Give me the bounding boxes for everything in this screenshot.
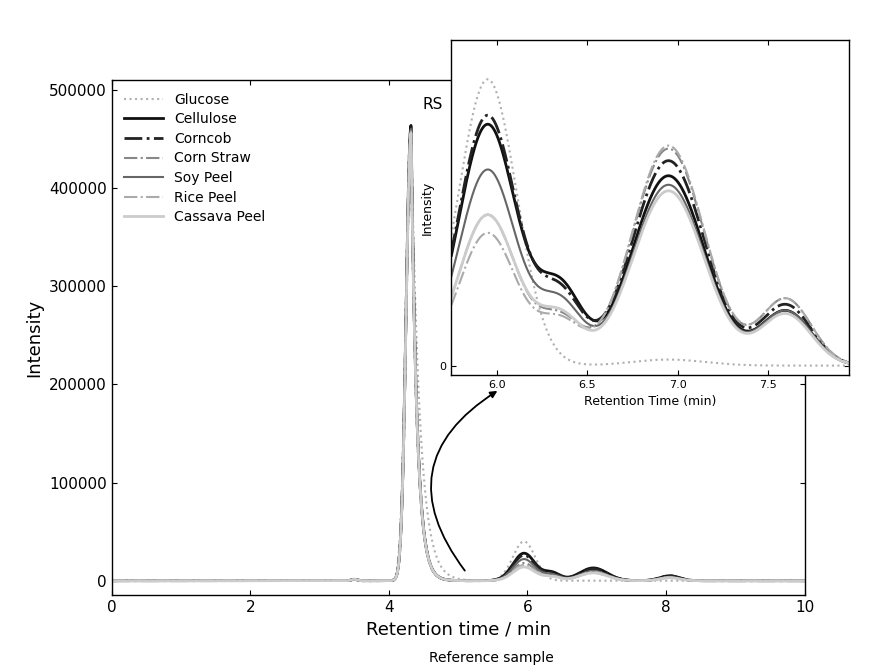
Y-axis label: Intensity: Intensity xyxy=(25,299,44,377)
Glucose xyxy=(517,538,527,546)
Rice Peel xyxy=(657,574,668,582)
Line: Corncob: Corncob xyxy=(112,127,805,581)
Corn Straw xyxy=(546,571,557,579)
Corn Straw xyxy=(799,577,810,585)
Line: Glucose: Glucose xyxy=(112,127,805,581)
Rice Peel xyxy=(517,561,527,569)
Cellulose xyxy=(358,577,368,585)
Corncob xyxy=(517,552,527,560)
Rice Peel xyxy=(406,127,417,135)
Soy Peel xyxy=(106,577,117,585)
Corn Straw xyxy=(620,576,631,584)
Rice Peel xyxy=(799,577,810,585)
Cellulose xyxy=(406,122,417,130)
Soy Peel xyxy=(358,577,368,585)
Cellulose xyxy=(620,576,631,584)
Corn Straw xyxy=(358,577,368,585)
Corn Straw xyxy=(406,125,417,133)
Line: Rice Peel: Rice Peel xyxy=(112,131,805,581)
Cassava Peel xyxy=(620,576,631,584)
Cassava Peel xyxy=(106,577,117,585)
Cellulose xyxy=(657,573,668,581)
Cellulose xyxy=(546,567,557,575)
Corncob xyxy=(657,573,668,581)
Line: Cassava Peel: Cassava Peel xyxy=(112,133,805,581)
Corncob xyxy=(620,576,631,584)
Corn Straw xyxy=(517,559,527,567)
Corncob xyxy=(406,123,417,131)
Y-axis label: Intensity: Intensity xyxy=(421,180,434,235)
Glucose xyxy=(106,577,117,585)
Corncob xyxy=(799,577,810,585)
Glucose xyxy=(358,577,368,585)
Rice Peel xyxy=(106,577,117,585)
Soy Peel xyxy=(546,570,557,578)
Soy Peel xyxy=(620,576,631,584)
Rice Peel xyxy=(141,577,152,585)
Text: Reference sample: Reference sample xyxy=(429,652,554,665)
Corncob xyxy=(358,577,368,585)
Rice Peel xyxy=(358,577,368,585)
Cassava Peel xyxy=(657,575,668,583)
Glucose xyxy=(620,577,631,585)
Cellulose xyxy=(517,550,527,558)
Corncob xyxy=(106,577,117,585)
Soy Peel xyxy=(799,577,810,585)
Cassava Peel xyxy=(358,577,368,585)
Rice Peel xyxy=(620,576,631,584)
Line: Cellulose: Cellulose xyxy=(112,126,805,581)
Cassava Peel xyxy=(517,563,527,571)
Soy Peel xyxy=(657,573,668,581)
Soy Peel xyxy=(406,125,417,133)
Line: Soy Peel: Soy Peel xyxy=(112,129,805,581)
Soy Peel xyxy=(141,577,152,585)
Legend: Glucose, Cellulose, Corncob, Corn Straw, Soy Peel, Rice Peel, Cassava Peel: Glucose, Cellulose, Corncob, Corn Straw,… xyxy=(119,87,271,229)
X-axis label: Retention Time (min): Retention Time (min) xyxy=(584,395,717,408)
Rice Peel xyxy=(546,571,557,579)
Soy Peel xyxy=(517,555,527,563)
Cassava Peel xyxy=(546,572,557,580)
Cassava Peel xyxy=(141,577,152,585)
Corn Straw xyxy=(141,577,152,585)
Text: RS: RS xyxy=(422,97,443,112)
Glucose xyxy=(141,577,152,585)
Cellulose xyxy=(141,577,152,585)
Cassava Peel xyxy=(799,577,810,585)
Corn Straw xyxy=(657,575,668,583)
Cellulose xyxy=(799,577,810,585)
Glucose xyxy=(406,123,417,131)
Line: Corn Straw: Corn Straw xyxy=(112,129,805,581)
Corncob xyxy=(546,569,557,577)
Cassava Peel xyxy=(406,129,417,137)
Corncob xyxy=(141,577,152,585)
X-axis label: Retention time / min: Retention time / min xyxy=(366,621,551,639)
Glucose xyxy=(799,577,810,585)
Glucose xyxy=(546,575,557,583)
Glucose xyxy=(657,577,668,585)
Corn Straw xyxy=(106,577,117,585)
Cellulose xyxy=(106,577,117,585)
